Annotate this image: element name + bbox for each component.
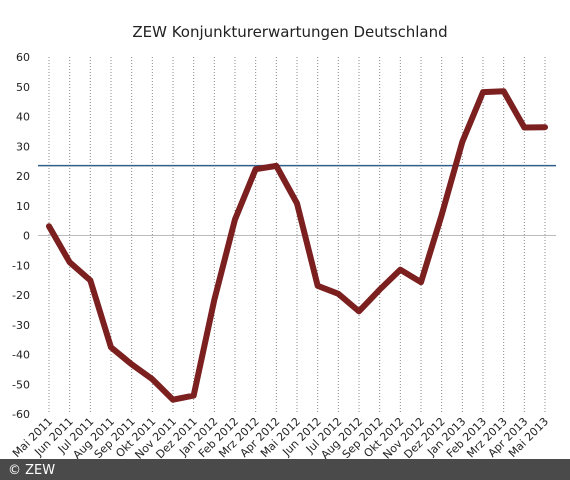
y-tick-label: 10 bbox=[16, 200, 30, 213]
y-tick-label: 40 bbox=[16, 111, 30, 124]
y-tick-label: 50 bbox=[16, 81, 30, 94]
chart-title: ZEW Konjunkturerwartungen Deutschland bbox=[132, 23, 447, 41]
series-line bbox=[46, 88, 548, 403]
y-tick-label: -30 bbox=[12, 319, 30, 332]
y-tick-label: -50 bbox=[12, 378, 30, 391]
y-tick-label: 60 bbox=[16, 51, 30, 64]
y-tick-label: -60 bbox=[12, 408, 30, 421]
y-tick-label: 0 bbox=[23, 230, 30, 243]
y-tick-label: -10 bbox=[12, 259, 30, 272]
y-tick-label: -40 bbox=[12, 349, 30, 362]
y-tick-label: 30 bbox=[16, 140, 30, 153]
y-tick-label: -20 bbox=[12, 289, 30, 302]
y-tick-label: 20 bbox=[16, 170, 30, 183]
footer: © ZEW bbox=[8, 463, 55, 478]
footer-bar bbox=[0, 459, 570, 480]
